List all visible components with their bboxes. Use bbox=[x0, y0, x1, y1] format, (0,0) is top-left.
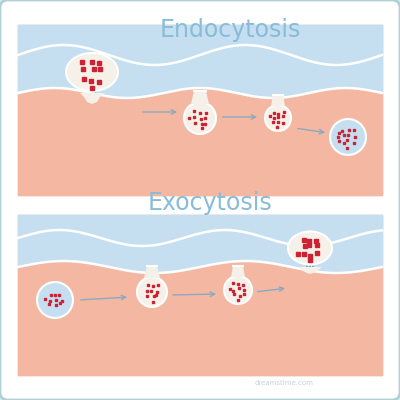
Circle shape bbox=[184, 102, 216, 134]
Text: Exocytosis: Exocytosis bbox=[148, 191, 272, 215]
Circle shape bbox=[265, 105, 291, 131]
Text: dreamstime.com: dreamstime.com bbox=[255, 380, 314, 386]
Polygon shape bbox=[298, 267, 322, 274]
Polygon shape bbox=[231, 266, 245, 277]
Polygon shape bbox=[271, 95, 285, 106]
Polygon shape bbox=[80, 93, 104, 104]
Ellipse shape bbox=[66, 53, 118, 91]
Circle shape bbox=[330, 119, 366, 155]
Circle shape bbox=[37, 282, 73, 318]
Circle shape bbox=[224, 276, 252, 304]
Circle shape bbox=[137, 277, 167, 307]
Text: Endocytosis: Endocytosis bbox=[159, 18, 301, 42]
Ellipse shape bbox=[288, 232, 332, 264]
Polygon shape bbox=[144, 266, 160, 278]
Polygon shape bbox=[191, 91, 209, 104]
